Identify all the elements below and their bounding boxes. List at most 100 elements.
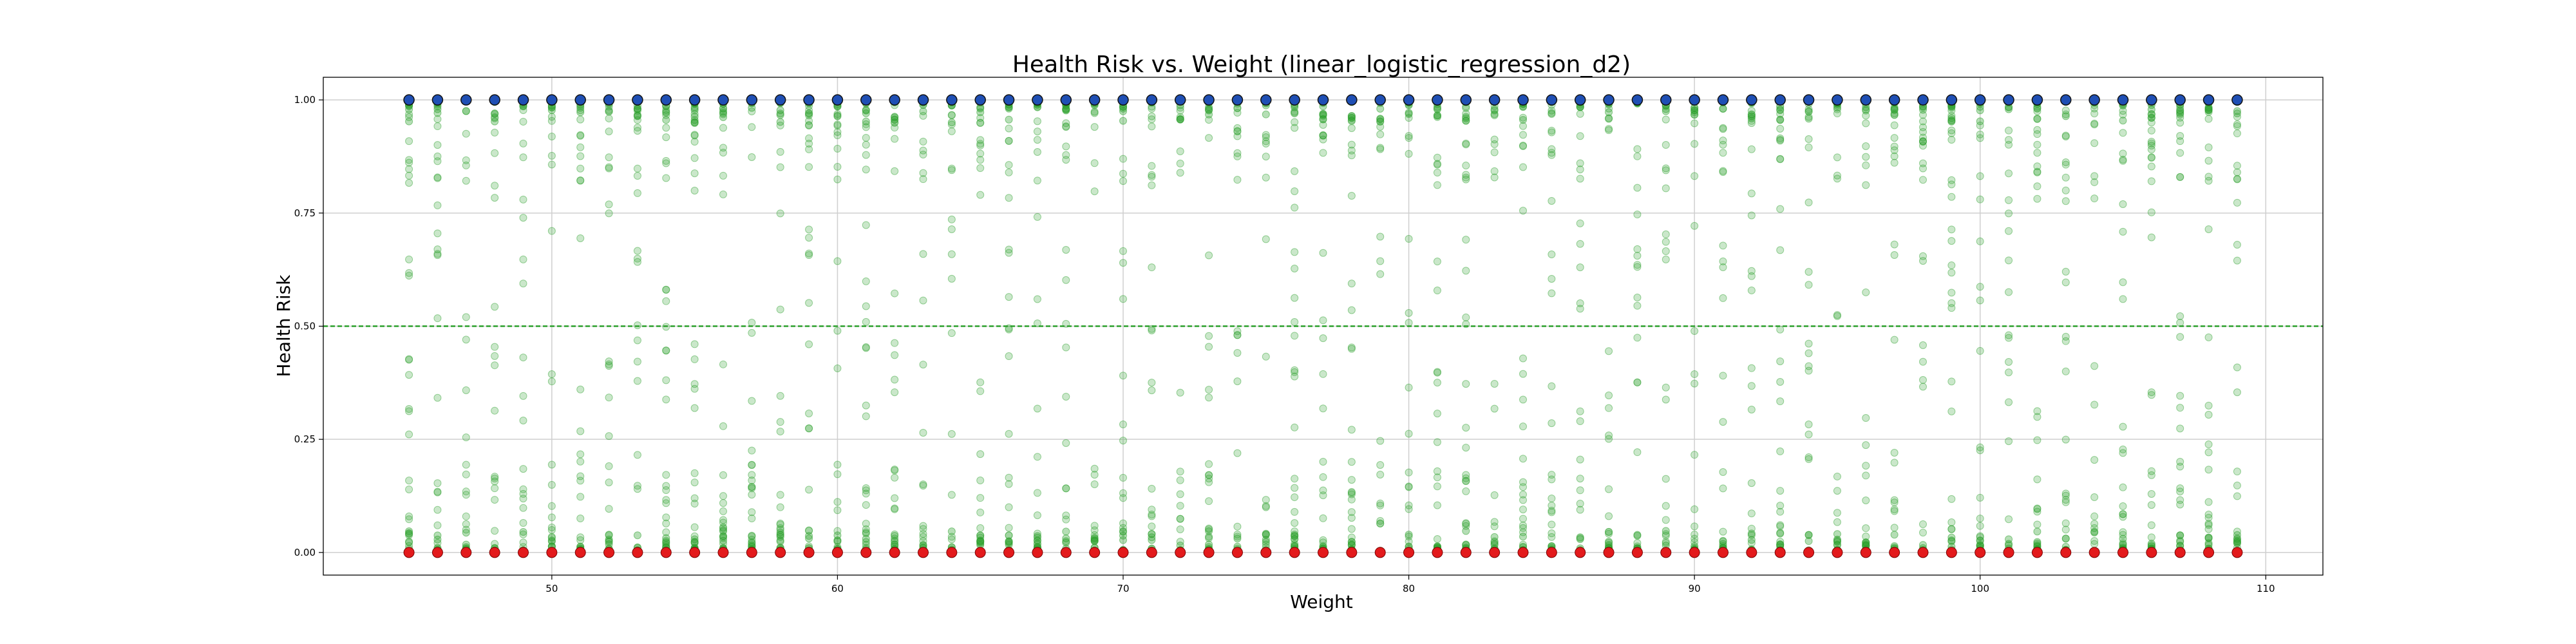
probability-point (1576, 475, 1584, 483)
class-1-point (803, 94, 815, 106)
probability-point (862, 106, 870, 114)
probability-point (2061, 132, 2070, 140)
probability-point (1119, 247, 1127, 255)
probability-point (1319, 316, 1327, 325)
class-0-point (1774, 547, 1786, 558)
probability-point (1919, 176, 1927, 184)
probability-point (2005, 256, 2013, 265)
probability-point (1233, 535, 1242, 543)
probability-point (1148, 327, 1156, 335)
probability-point (605, 163, 613, 171)
probability-point (1205, 533, 1213, 541)
class-1-point (2174, 94, 2186, 106)
probability-point (947, 118, 956, 127)
probability-point (1405, 531, 1413, 539)
probability-point (1776, 155, 1785, 164)
probability-point (519, 416, 527, 424)
probability-point (462, 386, 470, 394)
probability-point (1776, 246, 1785, 254)
probability-point (633, 482, 641, 490)
probability-point (1976, 195, 1984, 204)
probability-point (748, 397, 756, 405)
probability-point (405, 530, 413, 538)
probability-point (633, 111, 641, 120)
x-tick-label: 70 (1117, 583, 1129, 594)
probability-point (1690, 172, 1699, 180)
probability-point (1890, 251, 1899, 260)
probability-point (2204, 173, 2213, 181)
probability-point (1291, 318, 1299, 327)
probability-point (891, 535, 899, 543)
class-0-point (831, 547, 843, 558)
probability-point (947, 535, 956, 544)
class-0-point (518, 547, 529, 558)
probability-point (976, 508, 985, 516)
probability-point (2033, 436, 2041, 444)
probability-point (1976, 121, 1984, 129)
probability-point (690, 340, 699, 348)
probability-point (405, 485, 413, 493)
probability-point (1776, 397, 1785, 406)
probability-point (1347, 279, 1356, 288)
probability-point (862, 529, 870, 538)
probability-point (1319, 404, 1327, 413)
probability-point (1519, 116, 1527, 124)
class-1-point (603, 94, 615, 106)
probability-point (2147, 139, 2155, 147)
probability-point (1690, 522, 1699, 531)
probability-point (1062, 537, 1070, 545)
class-0-point (889, 547, 900, 558)
probability-point (1376, 117, 1385, 126)
probability-point (690, 494, 699, 502)
class-0-point (1374, 547, 1386, 558)
probability-point (919, 480, 927, 489)
probability-point (462, 161, 470, 169)
probability-point (1633, 294, 1642, 302)
probability-point (2119, 156, 2127, 165)
class-0-point (546, 547, 558, 558)
class-1-point (1088, 94, 1101, 106)
probability-point (2033, 407, 2041, 415)
probability-point (805, 134, 813, 142)
x-tick-label: 60 (831, 583, 844, 594)
class-1-point (1488, 94, 1501, 106)
class-1-point (1832, 94, 1843, 106)
probability-point (519, 495, 527, 503)
probability-point (2090, 401, 2099, 409)
probability-point (2147, 501, 2155, 509)
probability-point (2176, 106, 2184, 115)
probability-point (405, 178, 413, 187)
probability-point (805, 111, 813, 120)
probability-point (662, 482, 670, 490)
probability-point (1262, 531, 1270, 539)
probability-point (633, 189, 641, 197)
probability-point (2119, 510, 2127, 518)
probability-point (462, 488, 470, 496)
probability-point (2204, 510, 2213, 518)
probability-point (1804, 362, 1813, 370)
probability-point (719, 148, 727, 156)
probability-point (2204, 115, 2213, 123)
probability-point (776, 118, 784, 126)
probability-point (690, 186, 699, 194)
probability-point (1176, 515, 1184, 523)
probability-point (433, 250, 442, 258)
probability-point (1633, 263, 1642, 271)
probability-point (1719, 257, 1727, 265)
class-1-point (1317, 94, 1329, 106)
class-0-point (1403, 547, 1415, 558)
probability-point (891, 532, 899, 540)
probability-point (1890, 142, 1899, 151)
probability-point (1262, 110, 1270, 118)
probability-point (605, 114, 613, 122)
probability-point (719, 532, 727, 540)
probability-point (1804, 420, 1813, 428)
probability-point (1233, 128, 1242, 136)
probability-point (1890, 524, 1899, 532)
probability-point (1462, 162, 1470, 170)
probability-point (1605, 538, 1613, 546)
probability-point (1947, 299, 1956, 307)
probability-point (1519, 455, 1527, 463)
probability-point (1319, 249, 1327, 257)
probability-point (2061, 496, 2070, 504)
